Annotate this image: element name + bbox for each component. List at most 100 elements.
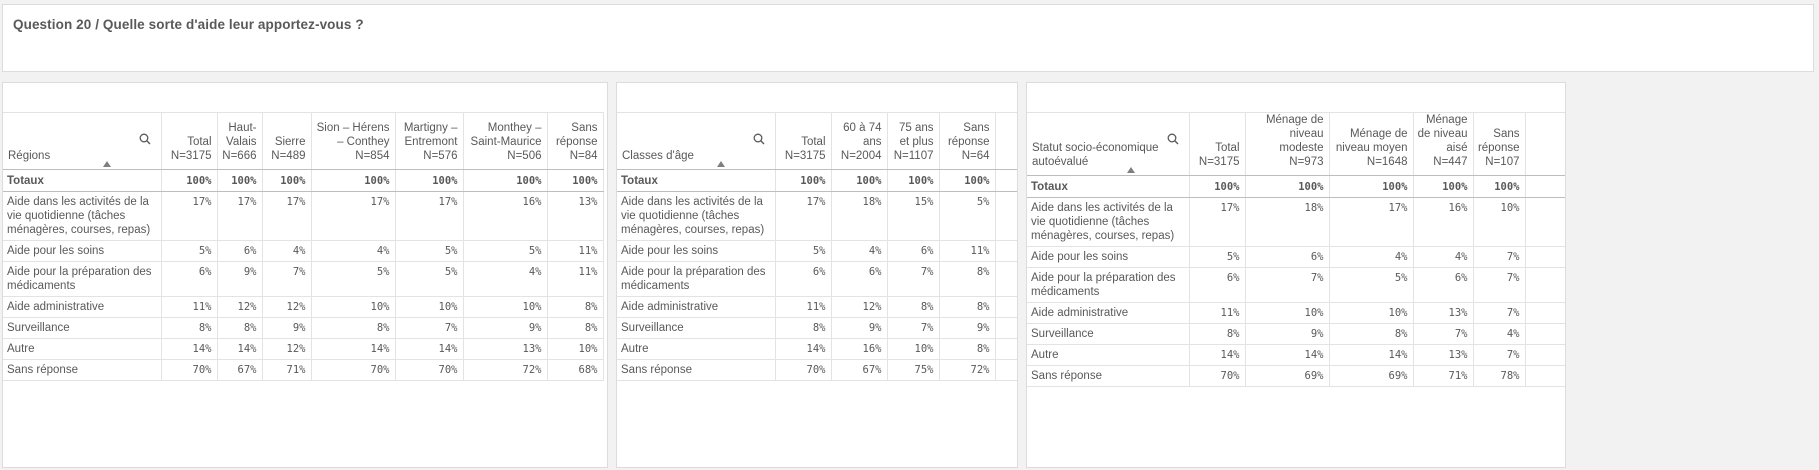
value-cell: 14% [1245, 344, 1330, 366]
column-header-60-a-74-ans-n-2004[interactable]: 60 à 74 ans N=2004 [831, 112, 888, 170]
table-row: Aide administrative 11% 12% 8% 8% [617, 296, 1017, 318]
table-row: Aide pour les soins 5% 6% 4% 4% 5% 5% 11% [3, 240, 604, 262]
value-cell: 17% [161, 191, 218, 241]
value-cell: 13% [1413, 302, 1474, 324]
column-header-sans-reponse-n-84[interactable]: Sans réponse N=84 [547, 112, 604, 170]
value-cell: 4% [1329, 246, 1414, 268]
value-cell: 69% [1329, 365, 1414, 387]
column-header-total-n-3175[interactable]: Total N=3175 [775, 112, 832, 170]
row-label: Totaux [617, 169, 776, 192]
table-row: Aide administrative 11% 10% 10% 13% 7% [1027, 302, 1565, 324]
column-header-sierre-n-489[interactable]: Sierre N=489 [262, 112, 312, 170]
row-label: Aide pour les soins [617, 240, 776, 262]
column-header-sion-herens-conthey-n-854[interactable]: Sion – Hérens – Conthey N=854 [311, 112, 396, 170]
dimension-header[interactable]: Statut socio-économique autoévalué [1027, 112, 1190, 176]
column-header-menage-de-niveau-moyen-n-1648[interactable]: Ménage de niveau moyen N=1648 [1329, 112, 1414, 176]
table-row: Aide dans les activités de la vie quotid… [1027, 197, 1565, 247]
row-label: Aide dans les activités de la vie quotid… [617, 191, 776, 241]
column-header-sans-reponse-n-107[interactable]: Sans réponse N=107 [1473, 112, 1526, 176]
page-title: Question 20 / Quelle sorte d'aide leur a… [13, 17, 364, 32]
row-filler [995, 338, 1017, 360]
row-filler [995, 261, 1017, 297]
value-cell: 4% [311, 240, 396, 262]
value-cell: 16% [463, 191, 548, 241]
value-cell: 16% [1413, 197, 1474, 247]
pivot-table: Statut socio-économique autoévalué Total … [1027, 112, 1565, 387]
row-filler [1525, 197, 1565, 247]
column-header-total-n-3175[interactable]: Total N=3175 [1189, 112, 1246, 176]
value-cell: 6% [887, 240, 940, 262]
row-label: Totaux [1027, 175, 1190, 198]
column-header-menage-de-niveau-modeste-n-973[interactable]: Ménage de niveau modeste N=973 [1245, 112, 1330, 176]
value-cell: 6% [1245, 246, 1330, 268]
value-cell: 5% [395, 240, 464, 262]
column-header-monthey-saint-maurice-n-506[interactable]: Monthey – Saint-Maurice N=506 [463, 112, 548, 170]
row-filler [995, 317, 1017, 339]
value-cell: 14% [1189, 344, 1246, 366]
value-cell: 10% [547, 338, 604, 360]
value-cell: 14% [775, 338, 832, 360]
value-cell: 17% [1189, 197, 1246, 247]
value-cell: 4% [1413, 246, 1474, 268]
sort-ascending-icon[interactable] [103, 161, 111, 167]
value-cell: 4% [831, 240, 888, 262]
search-icon[interactable] [1167, 133, 1179, 145]
dimension-header[interactable]: Régions [3, 112, 162, 170]
column-header-martigny-entremont-n-576[interactable]: Martigny – Entremont N=576 [395, 112, 464, 170]
table-row: Sans réponse 70% 67% 71% 70% 70% 72% 68% [3, 359, 604, 381]
value-cell: 7% [1473, 267, 1526, 303]
value-cell: 8% [887, 296, 940, 318]
value-cell: 8% [939, 338, 996, 360]
header-filler [1525, 112, 1565, 176]
value-cell: 7% [395, 317, 464, 339]
column-header-haut-valais-n-666[interactable]: Haut-Valais N=666 [217, 112, 263, 170]
search-icon[interactable] [139, 133, 151, 145]
table-row: Autre 14% 14% 12% 14% 14% 13% 10% [3, 338, 604, 360]
value-cell: 14% [161, 338, 218, 360]
value-cell: 7% [887, 317, 940, 339]
value-cell: 14% [311, 338, 396, 360]
column-header-sans-reponse-n-64[interactable]: Sans réponse N=64 [939, 112, 996, 170]
value-cell: 17% [775, 191, 832, 241]
value-cell: 8% [939, 296, 996, 318]
value-cell: 17% [395, 191, 464, 241]
column-header-75-ans-et-plus-n-1107[interactable]: 75 ans et plus N=1107 [887, 112, 940, 170]
value-cell: 9% [831, 317, 888, 339]
value-cell: 7% [1413, 323, 1474, 345]
value-cell: 14% [217, 338, 263, 360]
value-cell: 70% [1189, 365, 1246, 387]
total-cell: 100% [887, 169, 940, 192]
column-header-total-n-3175[interactable]: Total N=3175 [161, 112, 218, 170]
header-row: Statut socio-économique autoévalué Total … [1027, 112, 1565, 176]
row-filler [995, 296, 1017, 318]
table-row: Aide pour les soins 5% 4% 6% 11% [617, 240, 1017, 262]
table-panel-age: Classes d'âge Total N=3175 60 à 74 ans N=2… [616, 82, 1018, 468]
totals-row: Totaux 100% 100% 100% 100% [617, 169, 1017, 192]
dimension-label: Régions [8, 150, 51, 162]
row-filler [1525, 344, 1565, 366]
value-cell: 7% [1245, 267, 1330, 303]
value-cell: 72% [939, 359, 996, 381]
value-cell: 75% [887, 359, 940, 381]
sort-ascending-icon[interactable] [717, 161, 725, 167]
search-icon[interactable] [753, 133, 765, 145]
value-cell: 5% [775, 240, 832, 262]
column-header-menage-de-niveau-aise-n-447[interactable]: Ménage de niveau aisé N=447 [1413, 112, 1474, 176]
table-row: Surveillance 8% 9% 8% 7% 4% [1027, 323, 1565, 345]
total-cell: 100% [1189, 175, 1246, 198]
row-label: Aide administrative [1027, 302, 1190, 324]
value-cell: 10% [311, 296, 396, 318]
sort-ascending-icon[interactable] [1127, 167, 1135, 173]
value-cell: 17% [262, 191, 312, 241]
total-cell: 100% [547, 169, 604, 192]
value-cell: 70% [395, 359, 464, 381]
total-cell: 100% [939, 169, 996, 192]
value-cell: 8% [1329, 323, 1414, 345]
value-cell: 18% [831, 191, 888, 241]
row-label: Aide pour la préparation des médicaments [617, 261, 776, 297]
value-cell: 6% [161, 261, 218, 297]
dimension-header[interactable]: Classes d'âge [617, 112, 776, 170]
value-cell: 6% [775, 261, 832, 297]
total-cell: 100% [1413, 175, 1474, 198]
row-label: Autre [1027, 344, 1190, 366]
